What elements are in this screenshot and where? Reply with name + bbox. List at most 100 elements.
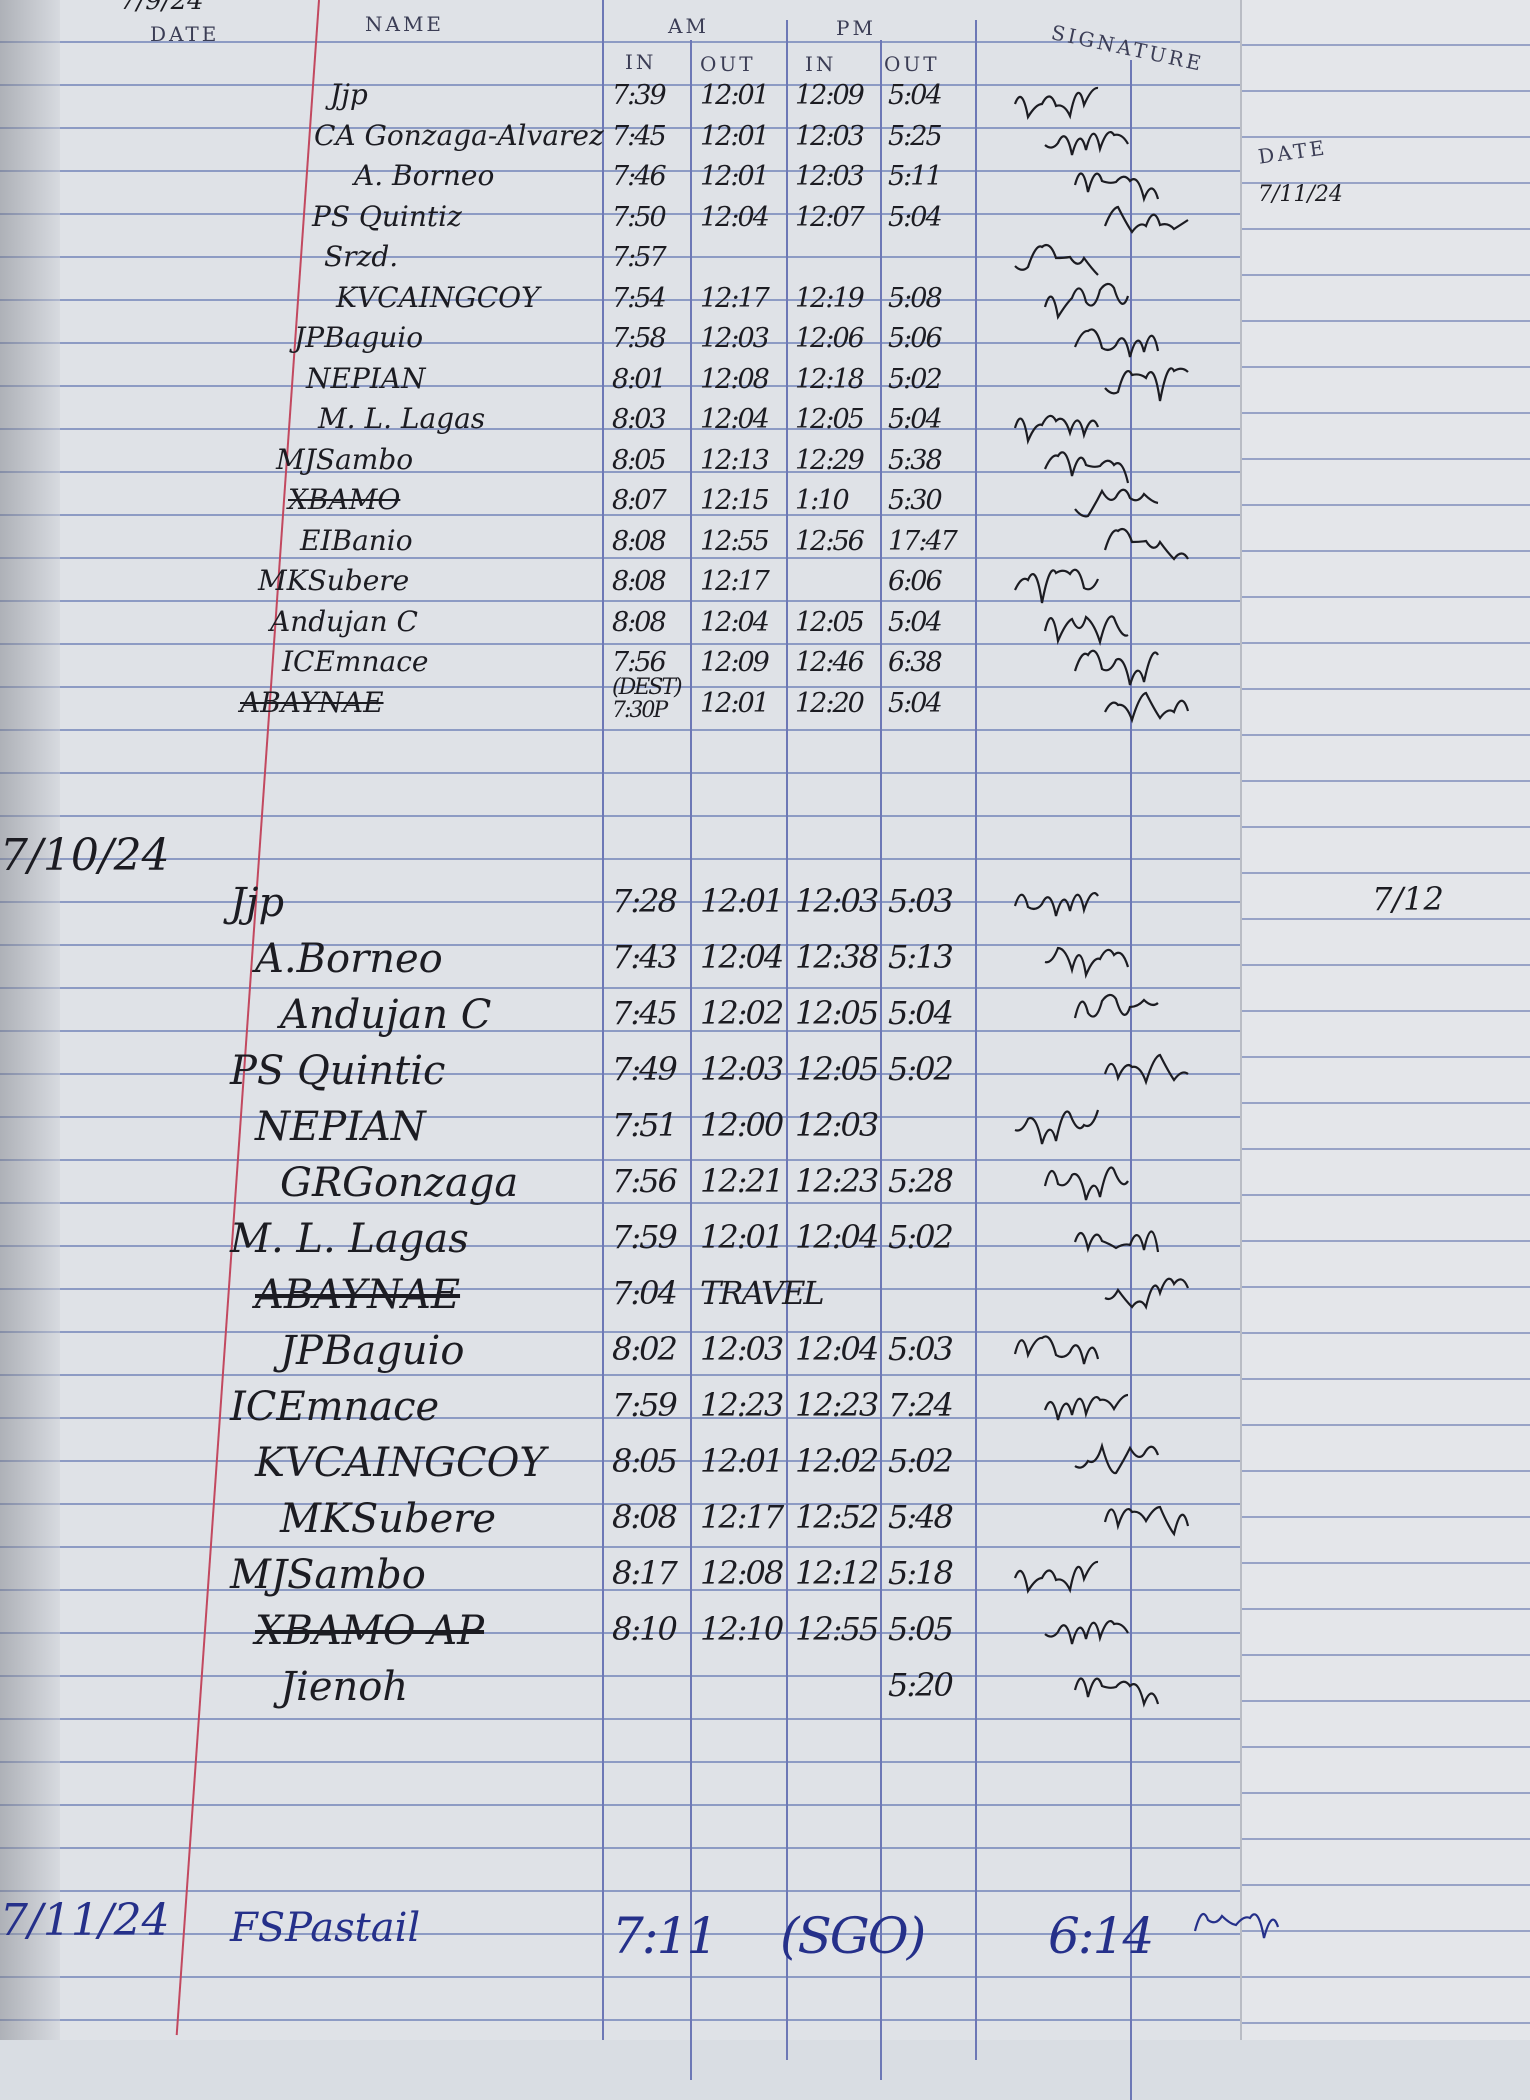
time-am-in: 8:08 [612,1498,678,1536]
signature-mark [1043,1393,1129,1421]
entry-name: ABAYNAE [240,685,384,719]
time-pm-in: 12:46 [795,647,865,678]
time-am-out: 12:08 [700,1554,784,1592]
time-am-in: 8:10 [612,1610,678,1648]
time-pm-out: 5:04 [888,201,943,233]
entry-name: XBAMO AP [255,1608,485,1654]
signature-mark [1013,1560,1099,1595]
entry-name: MJSambo [230,1552,426,1598]
time-am-out: 12:04 [700,404,770,435]
time-am-in: 7:43 [612,938,678,976]
time-am-out: 12:17 [700,1498,784,1536]
signature-mark [1104,366,1189,401]
column-divider [975,20,977,2060]
entry-name: CA Gonzaga-Alvarez [314,118,604,152]
signature-mark [1193,1912,1280,1939]
time-am-out: 12:03 [700,323,770,354]
time-am-out: 12:02 [700,994,784,1032]
time-am-in: (DEST) 7:30P [612,674,683,723]
signature-mark [1044,946,1130,979]
entry-name: FSPastail [230,1905,421,1951]
entry-name: NEPIAN [255,1104,426,1150]
time-pm-out: 5:30 [888,485,943,516]
time-pm-in: 12:56 [795,525,865,557]
signature-mark [1073,1677,1160,1708]
time-am-in: 8:08 [612,525,667,557]
entry-name: PS Quintic [230,1048,446,1094]
time-am-in: 8:17 [612,1554,678,1592]
time-am-out: 12:09 [700,647,770,678]
entry-name: Andujan C [280,992,492,1038]
column-divider [602,0,604,2040]
entry-name: M. L. Lagas [230,1216,469,1262]
signature-mark [1044,130,1129,155]
time-pm-in: 12:20 [795,687,865,719]
time-am-in: 7:45 [612,994,678,1032]
time-am-out: 12:13 [700,444,770,476]
time-am-in: 8:08 [612,606,667,638]
right-page-date: 7/11/24 [1258,182,1343,207]
time-pm-in: 12:18 [795,363,865,395]
entry-name: XBAMO [288,483,401,516]
section-date: 7/10/24 [0,830,170,881]
time-pm-in: 1:10 [795,485,850,516]
signature-mark [1073,172,1160,203]
header-am-in: IN [625,50,657,74]
signature-mark [1014,243,1099,276]
time-am-in: 7:39 [612,80,667,111]
time-am-out: 12:23 [700,1386,784,1424]
entry-name: KVCAINGCOY [255,1440,546,1486]
signature-mark [1013,414,1100,445]
entry-name: NEPIAN [306,361,426,395]
time-pm-out: 6:14 [1048,1907,1154,1965]
time-am-out: 12:17 [700,566,770,597]
column-divider [1130,60,1132,2100]
signature-mark [1103,205,1189,234]
top-date: 7/9/24 [120,0,204,16]
header-name: NAME [365,12,445,36]
time-pm-out: 5:08 [888,282,943,314]
time-pm-out: 7:24 [888,1386,954,1424]
time-pm-in: 12:03 [795,1106,879,1144]
entry-name: A. Borneo [354,159,495,192]
time-pm-in: 12:09 [795,80,865,111]
signature-mark [1043,282,1130,320]
time-am-out: 12:01 [700,120,770,152]
time-pm-out: 5:38 [888,444,943,476]
entry-name: ICEmnace [230,1384,440,1430]
time-am-in: 7:51 [612,1106,678,1144]
signature-mark [1103,1053,1189,1086]
time-pm-in: 12:23 [795,1386,879,1424]
signature-mark [1073,649,1159,686]
time-am-out: 12:21 [700,1162,784,1200]
time-am-in: 8:02 [612,1330,678,1368]
time-pm-in: 12:05 [795,606,865,638]
time-pm-out: 5:02 [888,1050,954,1088]
time-am-out: 12:01 [700,1218,784,1256]
time-am-out: 12:04 [700,201,770,233]
header-pm-out: OUT [884,52,940,76]
time-am-in: 8:08 [612,566,667,597]
entry-name: PS Quintiz [312,199,462,233]
entry-name: Jjp [330,78,368,111]
entry-name: MJSambo [276,442,414,476]
time-am-in: 7:28 [612,882,678,920]
entry-name: Andujan C [270,604,418,638]
time-am-out: 12:08 [700,363,770,395]
entry-name: EIBanio [300,523,413,557]
time-pm-in: 12:38 [795,938,879,976]
time-am-out: 12:01 [700,882,784,920]
time-pm-in: 12:03 [795,882,879,920]
time-pm-out: 17:47 [888,525,958,557]
time-pm-out: 5:48 [888,1498,954,1536]
time-am-out: 12:04 [700,606,770,638]
time-pm-in: 12:52 [795,1498,879,1536]
signature-mark [1103,527,1189,561]
signature-mark [1104,691,1190,724]
entry-name: ICEmnace [282,645,429,678]
time-am-in: 7:56 [612,647,667,678]
signature-mark [1013,892,1099,917]
signature-mark [1043,1166,1129,1201]
time-am-out: 12:17 [700,282,770,314]
time-pm-out: 5:03 [888,1330,954,1368]
